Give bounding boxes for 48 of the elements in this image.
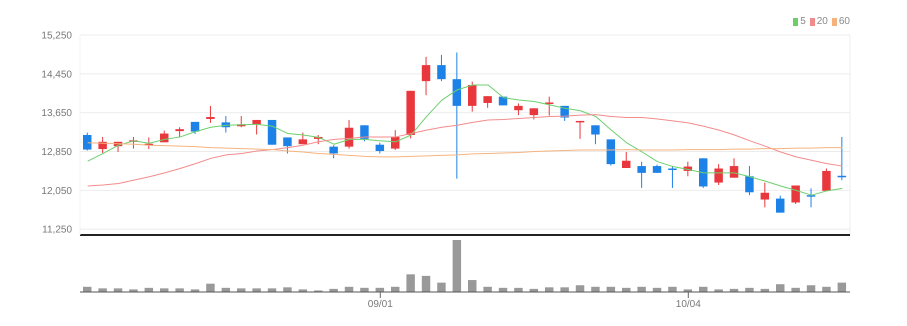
candlestick xyxy=(822,168,831,192)
bar xyxy=(422,276,430,292)
candlestick xyxy=(776,195,784,214)
candlestick xyxy=(483,96,492,108)
y-tick-label: 14,450 xyxy=(41,69,72,80)
candlestick xyxy=(252,119,261,136)
candlestick xyxy=(745,166,754,196)
bar xyxy=(776,284,784,292)
candlestick xyxy=(576,120,584,140)
x-tick-label: 09/01 xyxy=(368,299,394,310)
bar xyxy=(468,280,476,292)
line-series xyxy=(87,84,843,196)
candlestick xyxy=(514,102,523,116)
bar xyxy=(406,274,415,292)
candlestick xyxy=(668,166,677,188)
legend-label: 60 xyxy=(838,16,850,28)
legend-label: 5 xyxy=(800,16,806,28)
candlestick xyxy=(760,182,770,208)
candlestick xyxy=(545,96,554,116)
candlestick xyxy=(175,126,184,138)
candlestick xyxy=(283,136,292,154)
candlestick xyxy=(591,124,600,145)
bar xyxy=(452,240,462,292)
y-tick-label: 12,050 xyxy=(41,186,72,197)
x-tick-label: 10/04 xyxy=(676,299,702,310)
candlestick xyxy=(637,161,646,188)
candlestick xyxy=(83,132,92,152)
y-tick-label: 15,250 xyxy=(41,30,72,42)
candlestick xyxy=(329,144,338,159)
bar xyxy=(806,285,816,292)
candlestick xyxy=(206,105,215,124)
bar xyxy=(437,282,446,292)
candlestick xyxy=(622,151,630,169)
legend-label: 20 xyxy=(816,16,828,28)
candlestick xyxy=(344,119,354,150)
y-tick-label: 13,650 xyxy=(41,108,72,120)
bar xyxy=(838,282,846,292)
candlestick xyxy=(437,54,446,82)
candlestick xyxy=(714,164,723,186)
candlestick xyxy=(838,136,846,181)
bar xyxy=(576,285,584,292)
y-tick-label: 11,250 xyxy=(42,224,72,236)
candlestick xyxy=(422,56,430,96)
y-tick-label: 12,850 xyxy=(41,147,72,158)
candlestick xyxy=(468,81,476,112)
candlestick xyxy=(376,142,384,154)
bar xyxy=(206,284,215,292)
candlestick xyxy=(190,121,200,135)
